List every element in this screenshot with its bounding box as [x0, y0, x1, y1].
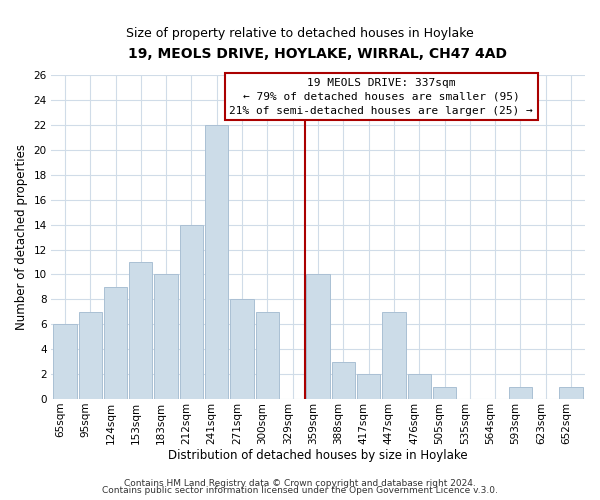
- Title: 19, MEOLS DRIVE, HOYLAKE, WIRRAL, CH47 4AD: 19, MEOLS DRIVE, HOYLAKE, WIRRAL, CH47 4…: [128, 48, 508, 62]
- Bar: [180, 224, 203, 399]
- Bar: [357, 374, 380, 399]
- Bar: [79, 312, 102, 399]
- Text: 19 MEOLS DRIVE: 337sqm
← 79% of detached houses are smaller (95)
21% of semi-det: 19 MEOLS DRIVE: 337sqm ← 79% of detached…: [229, 78, 533, 116]
- Bar: [509, 386, 532, 399]
- Bar: [154, 274, 178, 399]
- Bar: [307, 274, 329, 399]
- Bar: [332, 362, 355, 399]
- Bar: [256, 312, 279, 399]
- Text: Contains HM Land Registry data © Crown copyright and database right 2024.: Contains HM Land Registry data © Crown c…: [124, 478, 476, 488]
- X-axis label: Distribution of detached houses by size in Hoylake: Distribution of detached houses by size …: [168, 450, 468, 462]
- Bar: [407, 374, 431, 399]
- Bar: [559, 386, 583, 399]
- Y-axis label: Number of detached properties: Number of detached properties: [15, 144, 28, 330]
- Bar: [129, 262, 152, 399]
- Bar: [205, 125, 229, 399]
- Bar: [230, 300, 254, 399]
- Text: Contains public sector information licensed under the Open Government Licence v.: Contains public sector information licen…: [102, 486, 498, 495]
- Text: Size of property relative to detached houses in Hoylake: Size of property relative to detached ho…: [126, 28, 474, 40]
- Bar: [433, 386, 456, 399]
- Bar: [382, 312, 406, 399]
- Bar: [104, 287, 127, 399]
- Bar: [53, 324, 77, 399]
